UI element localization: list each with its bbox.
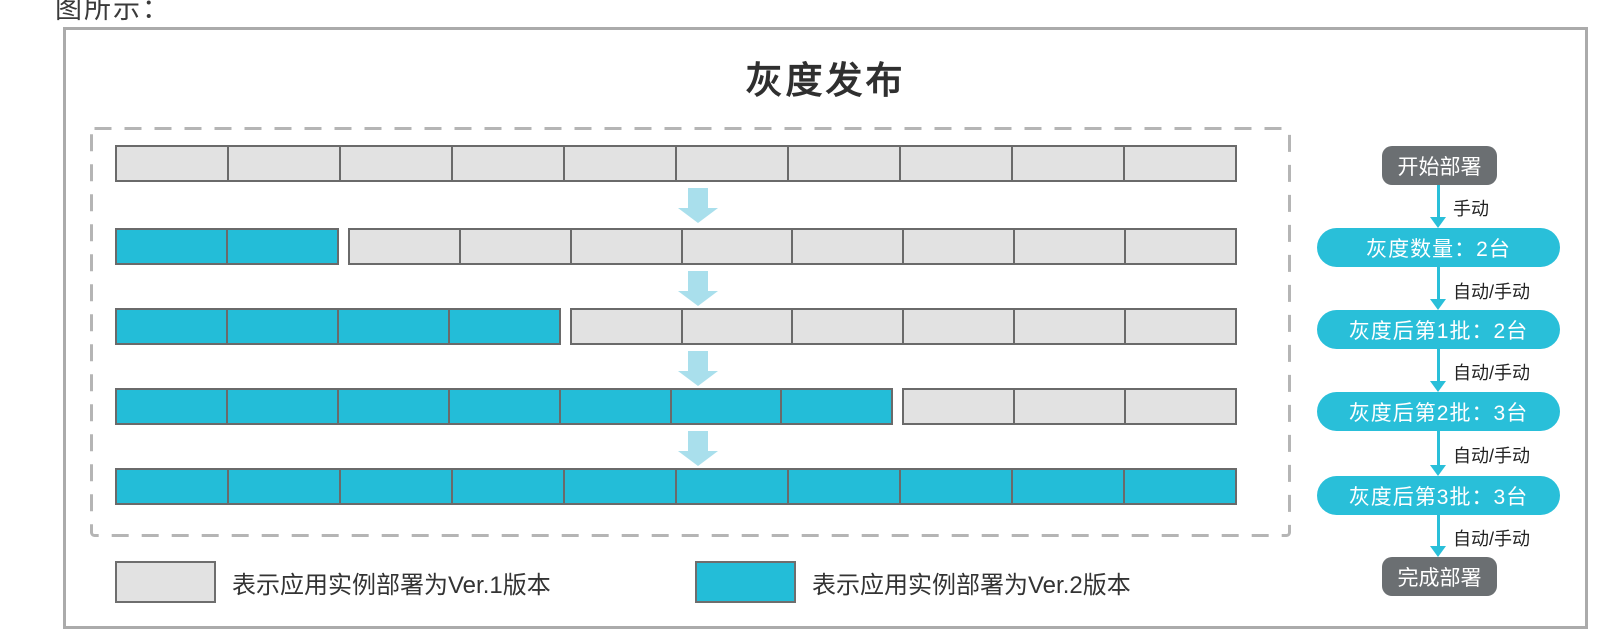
instance-ver2-cell xyxy=(115,468,229,505)
instance-ver1-cell xyxy=(902,308,1016,345)
instance-ver1-cell xyxy=(1123,145,1237,182)
instance-ver2-cell xyxy=(225,228,339,265)
instance-ver1-cell xyxy=(458,228,572,265)
instance-ver1-cell xyxy=(569,228,683,265)
flow-node-finish: 完成部署 xyxy=(1382,557,1497,596)
down-block-arrow-icon xyxy=(678,431,718,466)
down-block-arrow-icon xyxy=(678,351,718,386)
instance-ver1-cell xyxy=(902,388,1016,425)
instance-ver1-cell xyxy=(1013,388,1127,425)
flow-down-arrow-icon xyxy=(1430,349,1447,392)
down-block-arrow-icon xyxy=(678,271,718,306)
instance-ver2-cell xyxy=(899,468,1013,505)
instance-ver1-cell xyxy=(339,145,453,182)
instance-ver2-cell xyxy=(225,388,339,425)
instance-ver1-cell xyxy=(451,145,565,182)
flow-arrow-label: 手动 xyxy=(1453,199,1489,219)
instance-row-stage-3 xyxy=(115,308,1238,345)
instance-row-stage-1 xyxy=(115,145,1237,182)
flow-node-batch-3: 灰度后第3批：3台 xyxy=(1317,476,1560,515)
down-block-arrow-icon xyxy=(678,188,718,223)
instance-ver2-cell xyxy=(780,388,894,425)
legend-item-ver1: 表示应用实例部署为Ver.1版本 xyxy=(115,561,551,603)
flow-node-gray-quantity: 灰度数量：2台 xyxy=(1317,228,1560,267)
instance-ver2-cell xyxy=(336,388,450,425)
instance-ver2-cell xyxy=(447,308,561,345)
instance-ver1-cell xyxy=(902,228,1016,265)
instance-ver2-cell xyxy=(787,468,901,505)
instance-ver2-cell xyxy=(227,468,341,505)
instance-ver1-cell xyxy=(1124,308,1238,345)
instance-ver1-cell xyxy=(227,145,341,182)
instance-row-stage-5 xyxy=(115,468,1237,505)
flow-down-arrow-icon xyxy=(1430,515,1447,557)
instance-ver1-cell xyxy=(569,308,683,345)
flow-arrow-label: 自动/手动 xyxy=(1453,446,1531,466)
instance-ver2-cell xyxy=(115,228,228,265)
instance-ver1-cell xyxy=(1124,388,1238,425)
flow-arrow-label: 自动/手动 xyxy=(1453,282,1531,302)
instance-ver1-cell xyxy=(1013,308,1127,345)
instance-ver1-cell xyxy=(787,145,901,182)
instance-ver2-cell xyxy=(451,468,565,505)
instance-ver1-cell xyxy=(899,145,1013,182)
instance-ver2-cell xyxy=(225,308,339,345)
ver2-swatch xyxy=(695,561,796,603)
instance-ver1-cell xyxy=(680,308,794,345)
instance-ver2-cell xyxy=(447,388,561,425)
context-text: 图所示： xyxy=(55,0,171,24)
instance-ver2-cell xyxy=(336,308,450,345)
instance-ver1-cell xyxy=(1124,228,1238,265)
gray-release-diagram: 灰度发布 开始部署 手动 灰度数量：2台 自动/手动 灰度后第1批：2台 自动/… xyxy=(63,27,1588,629)
flow-arrow-label: 自动/手动 xyxy=(1453,529,1531,549)
dashed-boundary xyxy=(90,127,1291,537)
flow-node-batch-2: 灰度后第2批：3台 xyxy=(1317,392,1560,431)
legend-item-ver2: 表示应用实例部署为Ver.2版本 xyxy=(695,561,1131,603)
instance-ver2-cell xyxy=(115,308,228,345)
instance-ver1-cell xyxy=(791,308,905,345)
flow-arrow-label: 自动/手动 xyxy=(1453,363,1531,383)
instance-ver2-cell xyxy=(675,468,789,505)
flow-down-arrow-icon xyxy=(1430,431,1447,476)
instance-ver2-cell xyxy=(558,388,672,425)
ver1-swatch xyxy=(115,561,216,603)
instance-ver2-cell xyxy=(669,388,783,425)
instance-ver1-cell xyxy=(563,145,677,182)
flow-node-batch-1: 灰度后第1批：2台 xyxy=(1317,310,1560,349)
flow-node-start: 开始部署 xyxy=(1382,146,1497,185)
flow-down-arrow-icon xyxy=(1430,185,1447,228)
instance-ver1-cell xyxy=(675,145,789,182)
diagram-title: 灰度发布 xyxy=(745,60,906,101)
instance-ver1-cell xyxy=(1011,145,1125,182)
instance-ver1-cell xyxy=(680,228,794,265)
instance-ver2-cell xyxy=(1123,468,1237,505)
instance-ver2-cell xyxy=(339,468,453,505)
instance-row-stage-2 xyxy=(115,228,1238,265)
instance-ver2-cell xyxy=(563,468,677,505)
instance-ver1-cell xyxy=(1013,228,1127,265)
instance-ver2-cell xyxy=(1011,468,1125,505)
instance-row-stage-4 xyxy=(115,388,1238,425)
instance-ver1-cell xyxy=(791,228,905,265)
instance-ver1-cell xyxy=(347,228,461,265)
flow-down-arrow-icon xyxy=(1430,267,1447,310)
instance-ver1-cell xyxy=(115,145,229,182)
legend-label: 表示应用实例部署为Ver.2版本 xyxy=(812,571,1131,599)
instance-ver2-cell xyxy=(115,388,228,425)
legend-label: 表示应用实例部署为Ver.1版本 xyxy=(232,571,551,599)
